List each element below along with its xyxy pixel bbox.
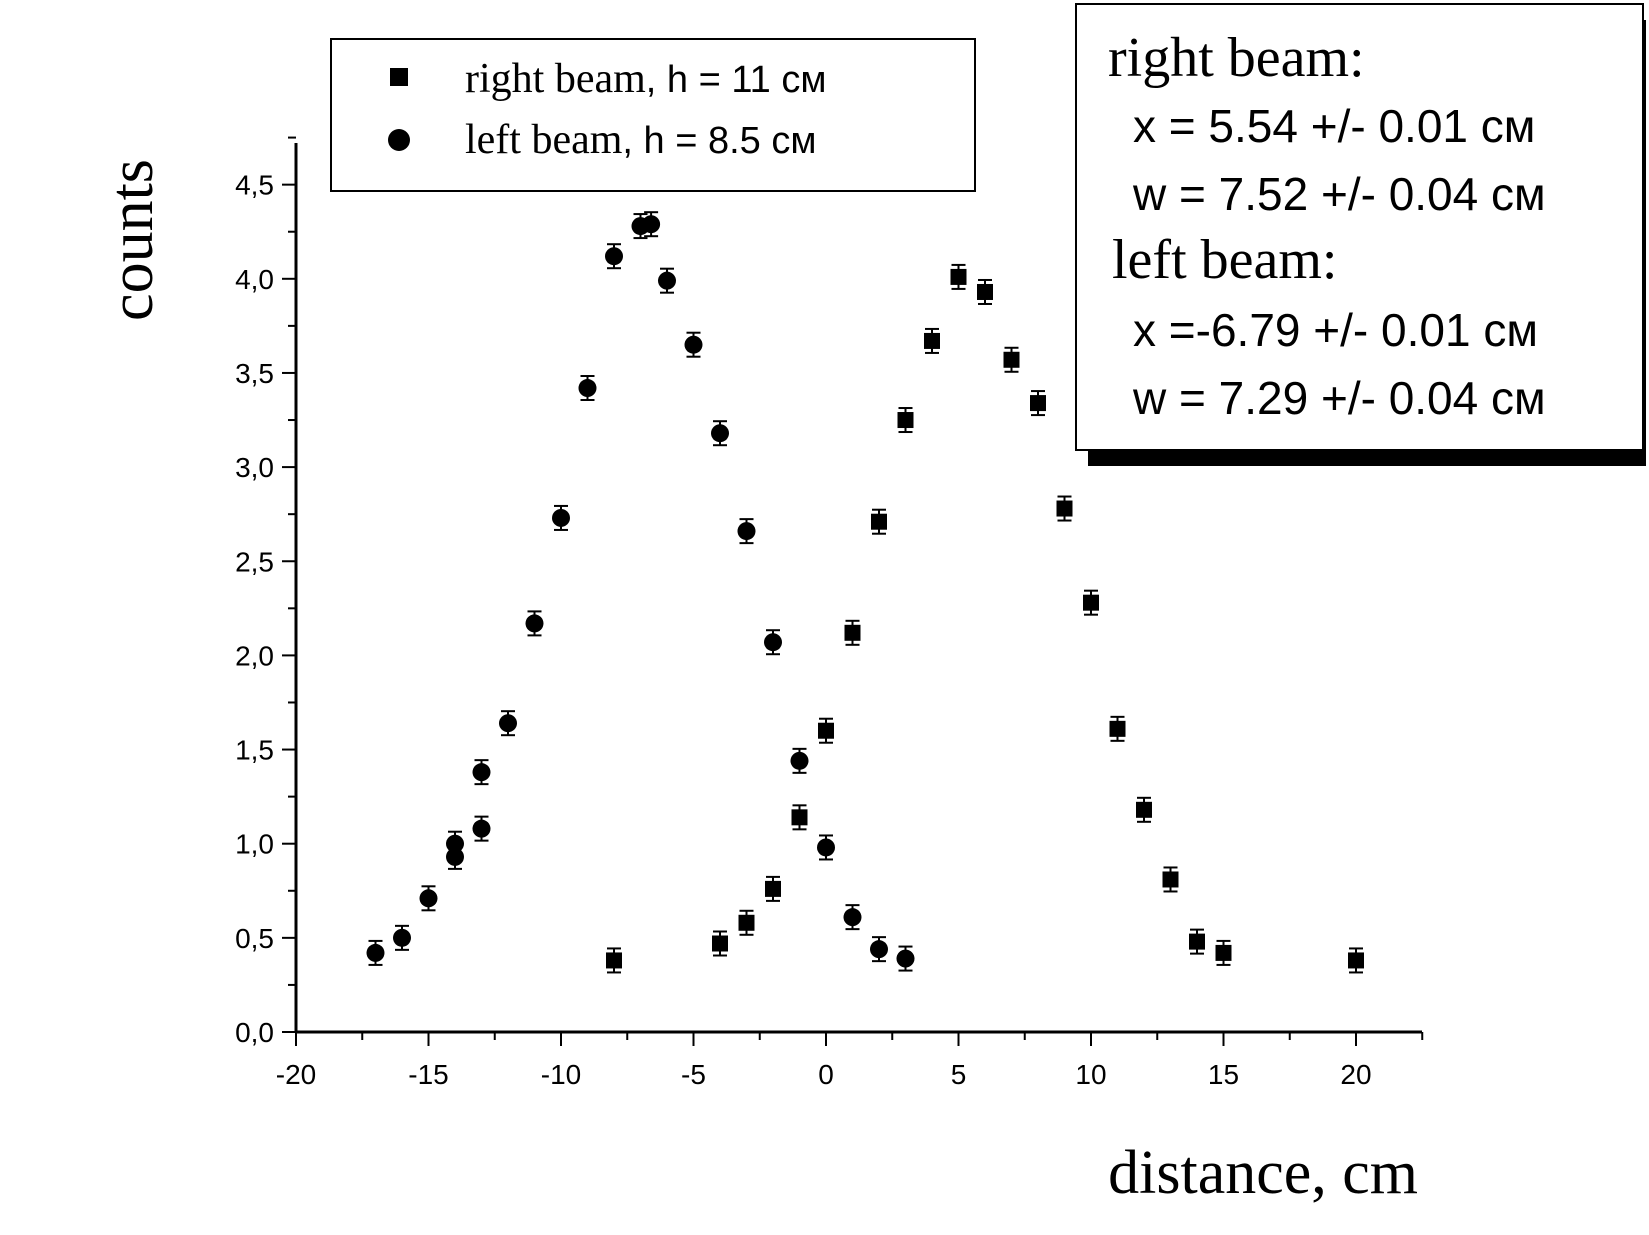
data-point-square [765,880,781,897]
data-point-square [1056,500,1073,517]
data-point-circle [817,838,835,857]
x-tick-label: 10 [1075,1059,1106,1090]
y-tick-label: 0,0 [235,1017,274,1048]
data-point-square [1162,871,1179,888]
fit-results-frame [1075,3,1644,451]
data-point-square [897,412,914,429]
x-tick-label: -10 [541,1059,581,1090]
legend-right-beam-height: , h = 11 см [646,59,827,101]
data-point-square [844,624,861,641]
data-point-circle [870,940,888,959]
data-point-square [977,283,993,300]
legend-square-marker [390,68,408,86]
data-point-circle [472,763,491,782]
legend-circle-marker [388,129,410,151]
y-tick-label: 3,5 [235,358,274,389]
data-point-circle [711,424,729,443]
y-tick-label: 1,5 [235,735,274,766]
data-point-square [950,268,967,285]
data-point-square [1083,594,1099,611]
legend-right-beam-name: right beam [465,56,646,102]
data-point-circle [525,614,544,633]
data-point-circle [764,633,782,652]
data-point-square [606,952,622,969]
axes: -20 -15 -10 -5 0 5 10 15 20 0,0 0,5 1,0 1,5 2,0 2,5 3,… [235,136,1424,1090]
x-tick-label: 15 [1208,1059,1239,1090]
series-left-beam [366,211,915,972]
fit-right-beam-position: x = 5.54 +/- 0.01 см [1133,100,1535,152]
y-tick-label: 2,5 [235,546,274,577]
data-point-circle [578,379,597,398]
data-point-square [712,935,728,952]
data-point-square [738,914,755,931]
data-point-square [1109,720,1126,737]
y-tick-label: 1,0 [235,829,274,860]
x-ticks: -20 -15 -10 -5 0 5 10 15 20 [276,1032,1424,1090]
x-tick-label: -15 [408,1059,448,1090]
legend-entry-right-beam: right beam, h = 11 см [465,56,826,102]
x-axis-title: distance, cm [1108,1139,1418,1207]
data-point-square [1348,952,1364,969]
data-point-circle [552,508,570,527]
data-point-square [1136,801,1152,818]
data-point-square [871,513,887,530]
fit-right-beam-width: w = 7.52 +/- 0.04 см [1132,168,1546,220]
y-tick-label: 2,0 [235,640,274,671]
y-tick-label: 0,5 [235,923,274,954]
x-tick-label: 5 [951,1059,967,1090]
data-point-circle [843,908,862,927]
y-tick-label: 4,5 [235,170,274,201]
data-point-circle [393,928,411,947]
x-tick-label: -20 [276,1059,316,1090]
data-point-circle [499,714,517,733]
data-point-circle [790,751,809,770]
fit-left-beam-width: w = 7.29 +/- 0.04 см [1132,372,1546,424]
legend-left-beam-name: left beam [465,117,623,163]
x-tick-label: -5 [681,1059,706,1090]
legend-box [330,38,976,192]
legend-entry-left-beam: left beam, h = 8.5 см [465,117,817,163]
fit-right-beam-heading: right beam: [1108,27,1365,89]
data-point-square [818,722,834,739]
y-tick-label: 3,0 [235,452,274,483]
x-tick-label: 0 [818,1059,834,1090]
data-point-square [924,332,940,349]
fit-left-beam-position: x =-6.79 +/- 0.01 см [1133,304,1538,356]
legend: right beam, h = 11 см left beam, h = 8.5… [330,38,976,192]
data-point-circle [446,834,464,853]
legend-left-beam-height: , h = 8.5 см [622,120,816,162]
data-point-circle [472,819,491,838]
data-point-circle [605,247,623,266]
data-point-square [791,809,808,826]
fit-left-beam-heading: left beam: [1112,229,1337,291]
data-point-circle [446,847,464,866]
data-point-circle [366,943,385,962]
data-point-square [1189,933,1205,950]
data-point-square [1215,944,1232,961]
data-point-circle [658,271,676,290]
data-point-circle [642,215,661,234]
data-point-square [1003,351,1020,368]
fit-results-box: right beam: x = 5.54 +/- 0.01 см w = 7.5… [1075,3,1646,466]
series-right-beam [606,263,1364,974]
data-point-circle [737,522,756,541]
y-axis-title: counts [98,159,166,321]
data-point-circle [419,889,438,908]
data-point-circle [896,949,915,968]
y-tick-label: 4,0 [235,264,274,295]
data-point-circle [684,335,703,354]
data-markers [366,211,1364,974]
y-ticks: 0,0 0,5 1,0 1,5 2,0 2,5 3,0 3,5 4,0 4,5 [235,136,296,1048]
x-tick-label: 20 [1340,1059,1371,1090]
data-point-square [1030,395,1046,412]
